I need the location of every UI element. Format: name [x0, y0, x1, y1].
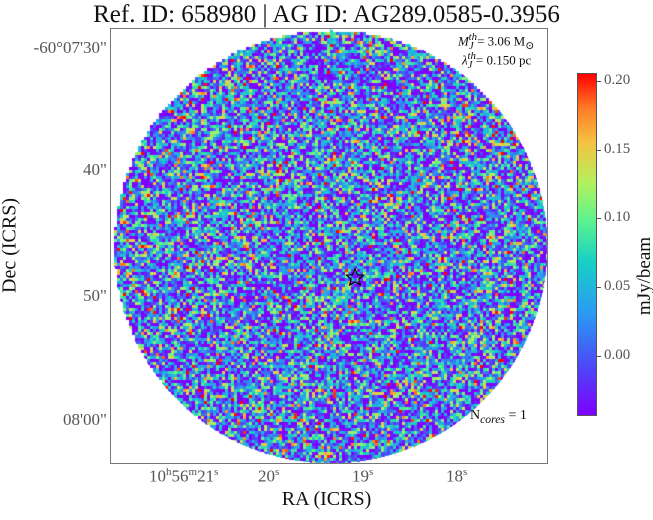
- overlay: [345, 267, 365, 287]
- emission-map: [111, 29, 547, 463]
- colorbar-tick: 0.00: [604, 347, 631, 363]
- lambda-annotation: λJth= 0.150 pc: [462, 50, 532, 71]
- y-tick: 40": [83, 160, 107, 179]
- colorbar-tick: 0.05: [604, 278, 631, 294]
- colorbar-label: mJy/beam: [634, 236, 653, 316]
- colorbar-tick: 0.20: [604, 72, 631, 88]
- x-axis-label: RA (ICRS): [281, 488, 372, 510]
- ncores-annotation: Ncores = 1: [470, 408, 527, 426]
- x-tick: 20s: [258, 466, 280, 486]
- y-tick: 50": [83, 286, 107, 305]
- colorbar-tick-mark: [597, 81, 601, 82]
- x-tick: 19s: [352, 466, 374, 486]
- y-tick: -60°07'30": [33, 38, 107, 57]
- plot-area: [110, 28, 548, 464]
- colorbar-tick-mark: [597, 287, 601, 288]
- colorbar-tick: 0.15: [604, 141, 631, 157]
- mass-annotation: MJth= 3.06 M⊙: [458, 31, 535, 52]
- colorbar: [577, 73, 597, 416]
- y-tick: 08'00": [62, 410, 107, 429]
- core-star-marker: [345, 267, 365, 287]
- colorbar-tick: 0.10: [604, 209, 631, 225]
- x-tick: 18s: [446, 466, 468, 486]
- colorbar-tick-mark: [597, 150, 601, 151]
- x-tick: 10h56m21s: [149, 466, 219, 486]
- colorbar-tick-mark: [597, 356, 601, 357]
- chart-title: Ref. ID: 658980 | AG ID: AG289.0585-0.39…: [93, 1, 560, 28]
- colorbar-tick-mark: [597, 218, 601, 219]
- y-axis-label: Dec (ICRS): [0, 198, 21, 293]
